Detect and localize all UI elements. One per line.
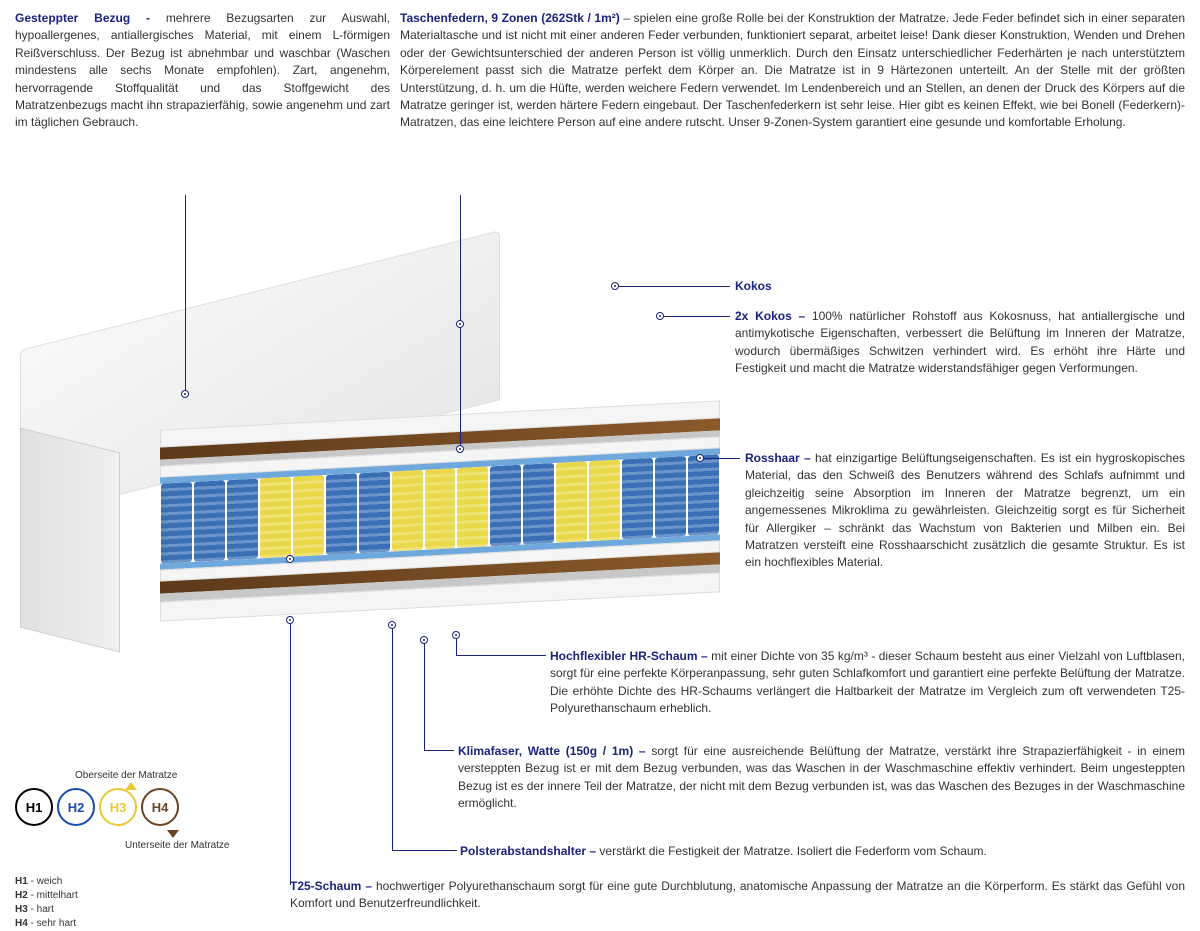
hardness-circle: H2 <box>57 788 95 826</box>
line-polster <box>392 850 457 851</box>
rosshaar-body: hat einzigartige Belüftungseigenschaften… <box>745 451 1185 569</box>
legend-circles: H1H2H3H4 <box>15 788 255 826</box>
hardness-definition: H2 - mittelhart <box>15 889 78 903</box>
dot-hr <box>452 631 460 639</box>
springs-body: – spielen eine große Rolle bei der Konst… <box>400 11 1185 129</box>
spring-column <box>457 466 488 548</box>
line-cover <box>185 195 186 390</box>
spring-column <box>293 475 324 557</box>
spring-column <box>260 477 291 559</box>
dot-rosshaar <box>696 454 704 462</box>
callout-klimafaser: Klimafaser, Watte (150g / 1m) – sorgt fü… <box>458 743 1185 813</box>
spring-column <box>490 465 521 547</box>
dot-side <box>286 555 294 563</box>
callout-hr: Hochflexibler HR-Schaum – mit einer Dich… <box>550 648 1185 718</box>
line-klima-v <box>424 640 425 750</box>
callout-polster: Polsterabstandshalter – verstärkt die Fe… <box>460 843 1185 860</box>
mattress-diagram <box>20 240 720 680</box>
dot-polster <box>388 621 396 629</box>
dot-klima <box>420 636 428 644</box>
spring-column <box>589 460 620 542</box>
line-rosshaar <box>700 458 740 459</box>
polster-body: verstärkt die Festigkeit der Matratze. I… <box>599 844 986 858</box>
kokos-title: 2x Kokos – <box>735 309 805 323</box>
hardness-circle: H3 <box>99 788 137 826</box>
spring-column <box>425 468 456 550</box>
t25-body: hochwertiger Polyurethanschaum sorgt für… <box>290 879 1185 910</box>
line-polster-v <box>392 625 393 850</box>
spring-column <box>392 470 423 552</box>
kokos-single-title: Kokos <box>735 279 772 293</box>
hardness-definition: H4 - sehr hart <box>15 917 78 931</box>
hardness-legend: Oberseite der Matratze H1H2H3H4 Untersei… <box>15 770 255 826</box>
hr-title: Hochflexibler HR-Schaum – <box>550 649 708 663</box>
callout-rosshaar: Rosshaar – hat einzigartige Belüftungsei… <box>745 450 1185 572</box>
rosshaar-title: Rosshaar – <box>745 451 811 465</box>
spring-column <box>655 456 686 538</box>
callout-kokos-single: Kokos <box>735 278 935 295</box>
spring-column <box>622 458 653 540</box>
spring-column <box>688 454 719 536</box>
callout-kokos: 2x Kokos – 100% natürlicher Rohstoff aus… <box>735 308 1185 378</box>
klima-title: Klimafaser, Watte (150g / 1m) – <box>458 744 646 758</box>
dot-springs-mid <box>456 320 464 328</box>
legend-top-label: Oberseite der Matratze <box>75 770 177 781</box>
line-kokos <box>660 316 730 317</box>
dot-kokos-single <box>611 282 619 290</box>
legend-bottom-label: Unterseite der Matratze <box>125 840 230 851</box>
arrow-up-icon <box>125 782 137 790</box>
hardness-definitions: H1 - weichH2 - mittelhartH3 - hartH4 - s… <box>15 875 78 931</box>
hardness-definition: H1 - weich <box>15 875 78 889</box>
springs-description: Taschenfedern, 9 Zonen (262Stk / 1m²) – … <box>400 10 1185 132</box>
line-t25-v <box>290 620 291 885</box>
line-kokos-single <box>615 286 730 287</box>
mattress-side <box>20 428 120 653</box>
dot-t25-top <box>286 616 294 624</box>
spring-column <box>227 479 258 561</box>
line-klima <box>424 750 454 751</box>
cover-title: Gesteppter Bezug - <box>15 11 150 25</box>
spring-column <box>359 472 390 554</box>
cover-description: Gesteppter Bezug - mehrere Bezugsarten z… <box>15 10 390 132</box>
t25-title: T25-Schaum – <box>290 879 372 893</box>
hardness-circle: H1 <box>15 788 53 826</box>
dot-cover <box>181 390 189 398</box>
spring-column <box>194 480 225 562</box>
dot-springs <box>456 445 464 453</box>
hardness-circle: H4 <box>141 788 179 826</box>
line-hr <box>456 655 546 656</box>
spring-column <box>523 463 554 545</box>
arrow-down-icon <box>167 830 179 838</box>
polster-title: Polsterabstandshalter – <box>460 844 596 858</box>
cover-body: mehrere Bezugsarten zur Auswahl, hypoall… <box>15 11 390 129</box>
springs-title: Taschenfedern, 9 Zonen (262Stk / 1m²) <box>400 11 620 25</box>
spring-column <box>556 461 587 543</box>
spring-column <box>161 482 192 564</box>
callout-t25: T25-Schaum – hochwertiger Polyurethansch… <box>290 878 1185 913</box>
hardness-definition: H3 - hart <box>15 903 78 917</box>
spring-column <box>326 473 357 555</box>
dot-kokos <box>656 312 664 320</box>
